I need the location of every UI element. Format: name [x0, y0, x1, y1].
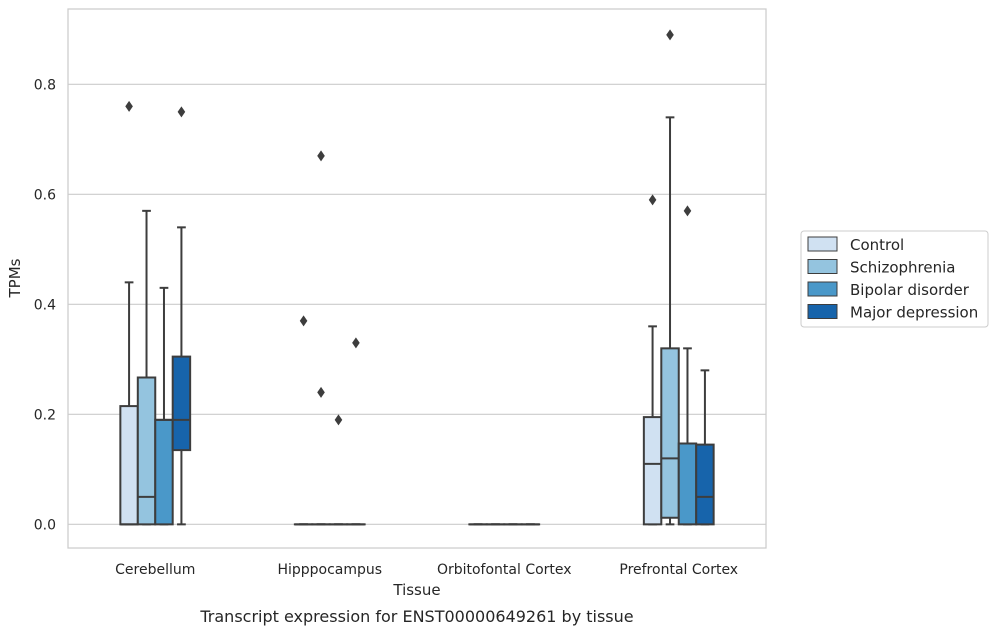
- box-0-1: [136, 209, 157, 526]
- y-tick-label: 0.2: [34, 407, 56, 423]
- y-tick-label: 0.8: [34, 77, 56, 93]
- legend-label: Schizophrenia: [850, 259, 955, 277]
- x-axis-ticks: Cerebellum Hipppocampus Orbitofontal Corte…: [115, 562, 738, 578]
- box-1-0: [293, 315, 314, 526]
- legend-frame: [800, 230, 989, 328]
- x-tick-label: Orbitofontal Cortex: [437, 562, 572, 578]
- box-0-0: [119, 100, 139, 526]
- outlier-point: [648, 194, 657, 206]
- box-iqr: [136, 376, 157, 526]
- box-iqr: [695, 443, 715, 526]
- box-iqr: [677, 442, 698, 526]
- y-axis-ticks: 0.0 0.2 0.4 0.6 0.8: [34, 77, 56, 533]
- outlier-point: [683, 205, 692, 217]
- outlier-point: [317, 150, 325, 162]
- legend-swatch: [807, 236, 838, 252]
- box-iqr: [119, 405, 139, 526]
- legend-swatch: [807, 281, 838, 297]
- y-tick-label: 0.0: [34, 517, 56, 533]
- box-3-2: [677, 205, 698, 526]
- legend: Control Schizophrenia Bipolar disorder Majo…: [800, 230, 989, 328]
- box-1-3: [346, 337, 366, 526]
- outlier-point: [666, 29, 674, 41]
- outlier-point: [334, 414, 343, 426]
- y-axis-label: TPMs: [6, 258, 24, 298]
- box-3-0: [642, 194, 663, 526]
- box-3-1: [660, 29, 680, 526]
- x-tick-label: Hipppocampus: [277, 562, 382, 578]
- legend-swatch: [807, 304, 838, 319]
- legend-label: Control: [850, 236, 904, 254]
- legend-label: Bipolar disorder: [850, 281, 970, 299]
- box-0-3: [171, 106, 192, 526]
- box-1-2: [328, 414, 349, 526]
- chart-caption: Transcript expression for ENST0000064926…: [199, 607, 633, 626]
- legend-label: Major depression: [850, 304, 978, 322]
- plot-area-frame: [67, 8, 767, 549]
- y-tick-label: 0.6: [34, 187, 56, 203]
- outlier-point: [352, 337, 360, 349]
- box-iqr: [660, 347, 680, 519]
- box-iqr: [171, 355, 192, 452]
- outlier-point: [317, 386, 325, 398]
- box-0-2: [154, 286, 174, 526]
- y-tick-label: 0.4: [34, 297, 56, 313]
- box-3-3: [695, 369, 715, 526]
- x-tick-label: Cerebellum: [115, 562, 195, 578]
- x-tick-label: Prefrontal Cortex: [619, 562, 738, 578]
- boxes: [119, 29, 715, 526]
- legend-swatch: [807, 259, 838, 274]
- outlier-point: [299, 315, 308, 327]
- x-axis-label: Tissue: [392, 581, 440, 599]
- box-1-1: [311, 150, 331, 526]
- box-iqr: [642, 416, 663, 526]
- box-iqr: [154, 418, 174, 526]
- outlier-point: [177, 106, 186, 118]
- outlier-point: [125, 100, 133, 112]
